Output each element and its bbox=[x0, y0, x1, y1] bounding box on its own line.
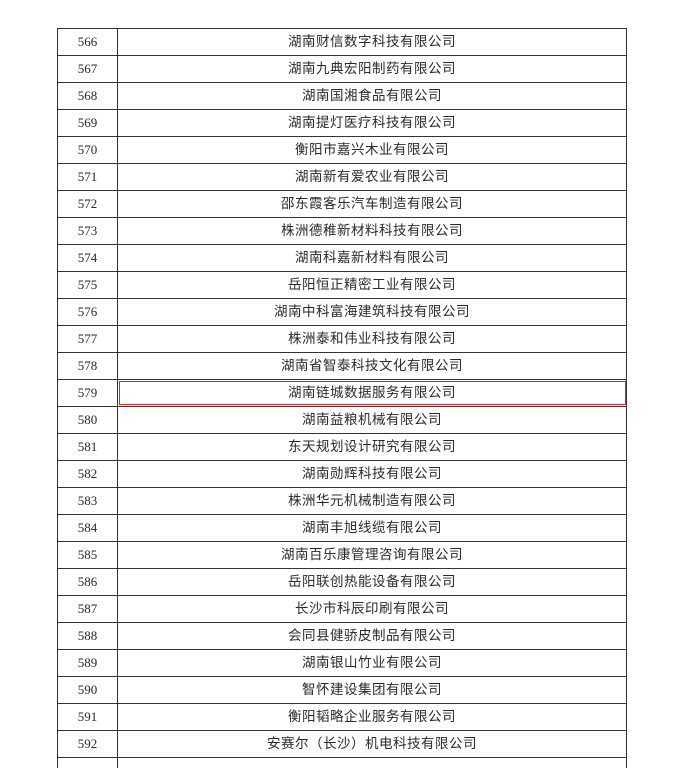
row-number: 573 bbox=[57, 218, 118, 244]
row-number bbox=[57, 758, 118, 768]
table-row: 569 湖南提灯医疗科技有限公司 bbox=[57, 109, 627, 136]
row-number: 592 bbox=[57, 731, 118, 757]
table-row: 587 长沙市科辰印刷有限公司 bbox=[57, 595, 627, 622]
table-row: 578 湖南省智泰科技文化有限公司 bbox=[57, 352, 627, 379]
row-number: 587 bbox=[57, 596, 118, 622]
row-number: 577 bbox=[57, 326, 118, 352]
row-number: 585 bbox=[57, 542, 118, 568]
row-number: 570 bbox=[57, 137, 118, 163]
table-row: 566 湖南财信数字科技有限公司 bbox=[57, 28, 627, 55]
table-row: 586 岳阳联创热能设备有限公司 bbox=[57, 568, 627, 595]
company-name: 安赛尔（长沙）机电科技有限公司 bbox=[118, 731, 627, 757]
company-name: 邵东霞客乐汽车制造有限公司 bbox=[118, 191, 627, 217]
table-row: 571 湖南新有爱农业有限公司 bbox=[57, 163, 627, 190]
table-row-partial bbox=[57, 757, 627, 768]
row-number: 580 bbox=[57, 407, 118, 433]
row-number: 574 bbox=[57, 245, 118, 271]
table-row: 567 湖南九典宏阳制药有限公司 bbox=[57, 55, 627, 82]
row-number: 588 bbox=[57, 623, 118, 649]
table-row: 570 衡阳市嘉兴木业有限公司 bbox=[57, 136, 627, 163]
row-number: 567 bbox=[57, 56, 118, 82]
table-row: 576 湖南中科富海建筑科技有限公司 bbox=[57, 298, 627, 325]
company-name: 岳阳联创热能设备有限公司 bbox=[118, 569, 627, 595]
table-row: 582 湖南勋辉科技有限公司 bbox=[57, 460, 627, 487]
row-number: 584 bbox=[57, 515, 118, 541]
company-name: 衡阳市嘉兴木业有限公司 bbox=[118, 137, 627, 163]
company-name: 湖南勋辉科技有限公司 bbox=[118, 461, 627, 487]
table-row: 588 会同县健骄皮制品有限公司 bbox=[57, 622, 627, 649]
company-name: 东天规划设计研究有限公司 bbox=[118, 434, 627, 460]
company-name: 株洲德稚新材料科技有限公司 bbox=[118, 218, 627, 244]
company-name: 湖南提灯医疗科技有限公司 bbox=[118, 110, 627, 136]
company-name: 湖南链城数据服务有限公司 bbox=[118, 380, 627, 406]
company-name: 湖南银山竹业有限公司 bbox=[118, 650, 627, 676]
company-name: 岳阳恒正精密工业有限公司 bbox=[118, 272, 627, 298]
row-number: 591 bbox=[57, 704, 118, 730]
table-row: 580 湖南益粮机械有限公司 bbox=[57, 406, 627, 433]
company-name: 湖南财信数字科技有限公司 bbox=[118, 29, 627, 55]
table-row: 591 衡阳韬略企业服务有限公司 bbox=[57, 703, 627, 730]
row-number: 579 bbox=[57, 380, 118, 406]
row-number: 576 bbox=[57, 299, 118, 325]
row-number: 575 bbox=[57, 272, 118, 298]
table-row: 574 湖南科嘉新材料有限公司 bbox=[57, 244, 627, 271]
company-name bbox=[118, 758, 627, 768]
table-row: 568 湖南国湘食品有限公司 bbox=[57, 82, 627, 109]
row-number: 566 bbox=[57, 29, 118, 55]
table-row: 572 邵东霞客乐汽车制造有限公司 bbox=[57, 190, 627, 217]
table-row: 590 智怀建设集团有限公司 bbox=[57, 676, 627, 703]
company-list-table: 566 湖南财信数字科技有限公司 567 湖南九典宏阳制药有限公司 568 湖南国湘食品有… bbox=[57, 28, 627, 768]
company-name: 会同县健骄皮制品有限公司 bbox=[118, 623, 627, 649]
company-name: 湖南九典宏阳制药有限公司 bbox=[118, 56, 627, 82]
table-row: 592 安赛尔（长沙）机电科技有限公司 bbox=[57, 730, 627, 757]
company-name: 湖南百乐康管理咨询有限公司 bbox=[118, 542, 627, 568]
row-number: 583 bbox=[57, 488, 118, 514]
table-row-highlighted: 579 湖南链城数据服务有限公司 bbox=[57, 379, 627, 406]
table-row: 583 株洲华元机械制造有限公司 bbox=[57, 487, 627, 514]
company-name: 湖南中科富海建筑科技有限公司 bbox=[118, 299, 627, 325]
table-row: 575 岳阳恒正精密工业有限公司 bbox=[57, 271, 627, 298]
row-number: 586 bbox=[57, 569, 118, 595]
row-number: 582 bbox=[57, 461, 118, 487]
row-number: 590 bbox=[57, 677, 118, 703]
row-number: 589 bbox=[57, 650, 118, 676]
company-name: 湖南科嘉新材料有限公司 bbox=[118, 245, 627, 271]
table-row: 577 株洲泰和伟业科技有限公司 bbox=[57, 325, 627, 352]
company-name: 长沙市科辰印刷有限公司 bbox=[118, 596, 627, 622]
table-row: 585 湖南百乐康管理咨询有限公司 bbox=[57, 541, 627, 568]
row-number: 569 bbox=[57, 110, 118, 136]
company-name: 株洲华元机械制造有限公司 bbox=[118, 488, 627, 514]
row-number: 581 bbox=[57, 434, 118, 460]
row-number: 571 bbox=[57, 164, 118, 190]
company-name: 湖南国湘食品有限公司 bbox=[118, 83, 627, 109]
company-name: 株洲泰和伟业科技有限公司 bbox=[118, 326, 627, 352]
row-number: 578 bbox=[57, 353, 118, 379]
company-name: 湖南省智泰科技文化有限公司 bbox=[118, 353, 627, 379]
company-name: 衡阳韬略企业服务有限公司 bbox=[118, 704, 627, 730]
company-name: 湖南丰旭线缆有限公司 bbox=[118, 515, 627, 541]
table-row: 581 东天规划设计研究有限公司 bbox=[57, 433, 627, 460]
table-row: 573 株洲德稚新材料科技有限公司 bbox=[57, 217, 627, 244]
row-number: 572 bbox=[57, 191, 118, 217]
table-row: 589 湖南银山竹业有限公司 bbox=[57, 649, 627, 676]
row-number: 568 bbox=[57, 83, 118, 109]
company-name: 湖南新有爱农业有限公司 bbox=[118, 164, 627, 190]
company-name: 湖南益粮机械有限公司 bbox=[118, 407, 627, 433]
table-row: 584 湖南丰旭线缆有限公司 bbox=[57, 514, 627, 541]
company-name: 智怀建设集团有限公司 bbox=[118, 677, 627, 703]
